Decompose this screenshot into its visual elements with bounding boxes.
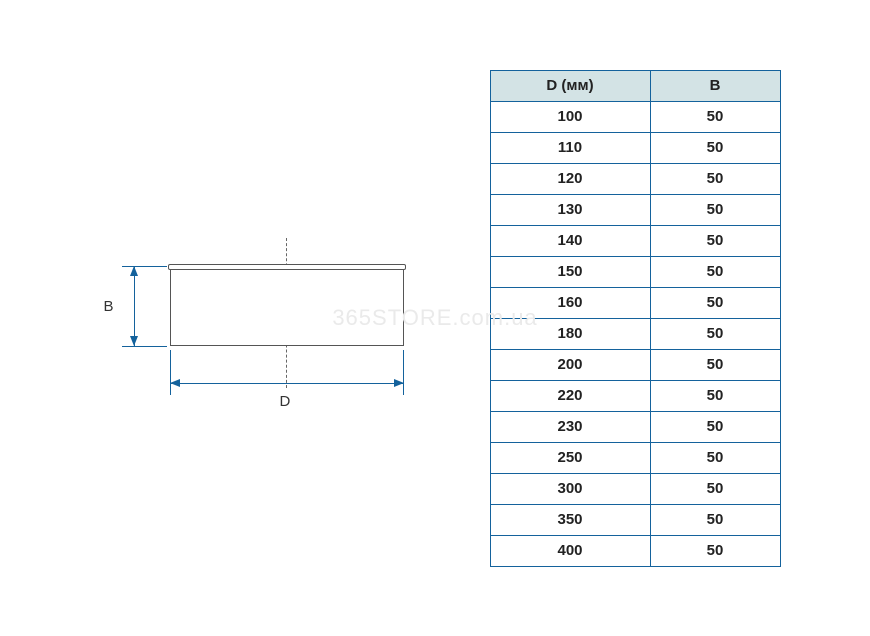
column-header-d: D (мм)	[490, 70, 650, 101]
cell-b: 50	[650, 256, 780, 287]
table-row: 13050	[490, 194, 780, 225]
cell-d: 140	[490, 225, 650, 256]
table-row: 18050	[490, 318, 780, 349]
cell-d: 110	[490, 132, 650, 163]
cell-d: 230	[490, 411, 650, 442]
cell-b: 50	[650, 380, 780, 411]
table-header-row: D (мм) B	[490, 70, 780, 101]
cell-b: 50	[650, 411, 780, 442]
cell-b: 50	[650, 194, 780, 225]
dim-b-arrow-icon	[130, 336, 138, 346]
table-row: 20050	[490, 349, 780, 380]
cell-b: 50	[650, 504, 780, 535]
table-row: 15050	[490, 256, 780, 287]
table-row: 16050	[490, 287, 780, 318]
table-row: 25050	[490, 442, 780, 473]
cell-b: 50	[650, 535, 780, 566]
table-row: 40050	[490, 535, 780, 566]
main-container: B D D (мм) B 100501105012050130501405015…	[0, 0, 870, 636]
column-header-b: B	[650, 70, 780, 101]
table-row: 10050	[490, 101, 780, 132]
cell-b: 50	[650, 318, 780, 349]
cell-d: 160	[490, 287, 650, 318]
dim-d-line	[170, 383, 404, 384]
dim-b-label: B	[104, 298, 114, 315]
table-row: 12050	[490, 163, 780, 194]
table-row: 22050	[490, 380, 780, 411]
cell-b: 50	[650, 101, 780, 132]
cell-d: 150	[490, 256, 650, 287]
dim-d-extension	[403, 350, 404, 395]
table-row: 23050	[490, 411, 780, 442]
cell-b: 50	[650, 163, 780, 194]
dim-d-extension	[170, 350, 171, 395]
dim-b-arrow-icon	[130, 266, 138, 276]
dim-d-label: D	[280, 393, 291, 410]
dimensions-table: D (мм) B 1005011050120501305014050150501…	[490, 70, 781, 567]
table-row: 30050	[490, 473, 780, 504]
dim-d-arrow-icon	[170, 379, 180, 387]
dim-d-arrow-icon	[394, 379, 404, 387]
cell-d: 350	[490, 504, 650, 535]
cell-d: 220	[490, 380, 650, 411]
cell-b: 50	[650, 349, 780, 380]
dim-b-extension	[122, 266, 167, 267]
cell-b: 50	[650, 473, 780, 504]
dim-b-line	[134, 266, 135, 346]
cell-b: 50	[650, 287, 780, 318]
table-row: 14050	[490, 225, 780, 256]
table-row: 35050	[490, 504, 780, 535]
cell-d: 130	[490, 194, 650, 225]
dim-b-extension	[122, 346, 167, 347]
cell-b: 50	[650, 132, 780, 163]
cell-d: 180	[490, 318, 650, 349]
dimension-diagram: B D	[90, 188, 430, 448]
cell-d: 300	[490, 473, 650, 504]
cell-d: 120	[490, 163, 650, 194]
part-outline	[170, 266, 404, 346]
cell-b: 50	[650, 442, 780, 473]
cell-d: 250	[490, 442, 650, 473]
table-row: 11050	[490, 132, 780, 163]
cell-d: 400	[490, 535, 650, 566]
cell-d: 100	[490, 101, 650, 132]
cell-d: 200	[490, 349, 650, 380]
cell-b: 50	[650, 225, 780, 256]
